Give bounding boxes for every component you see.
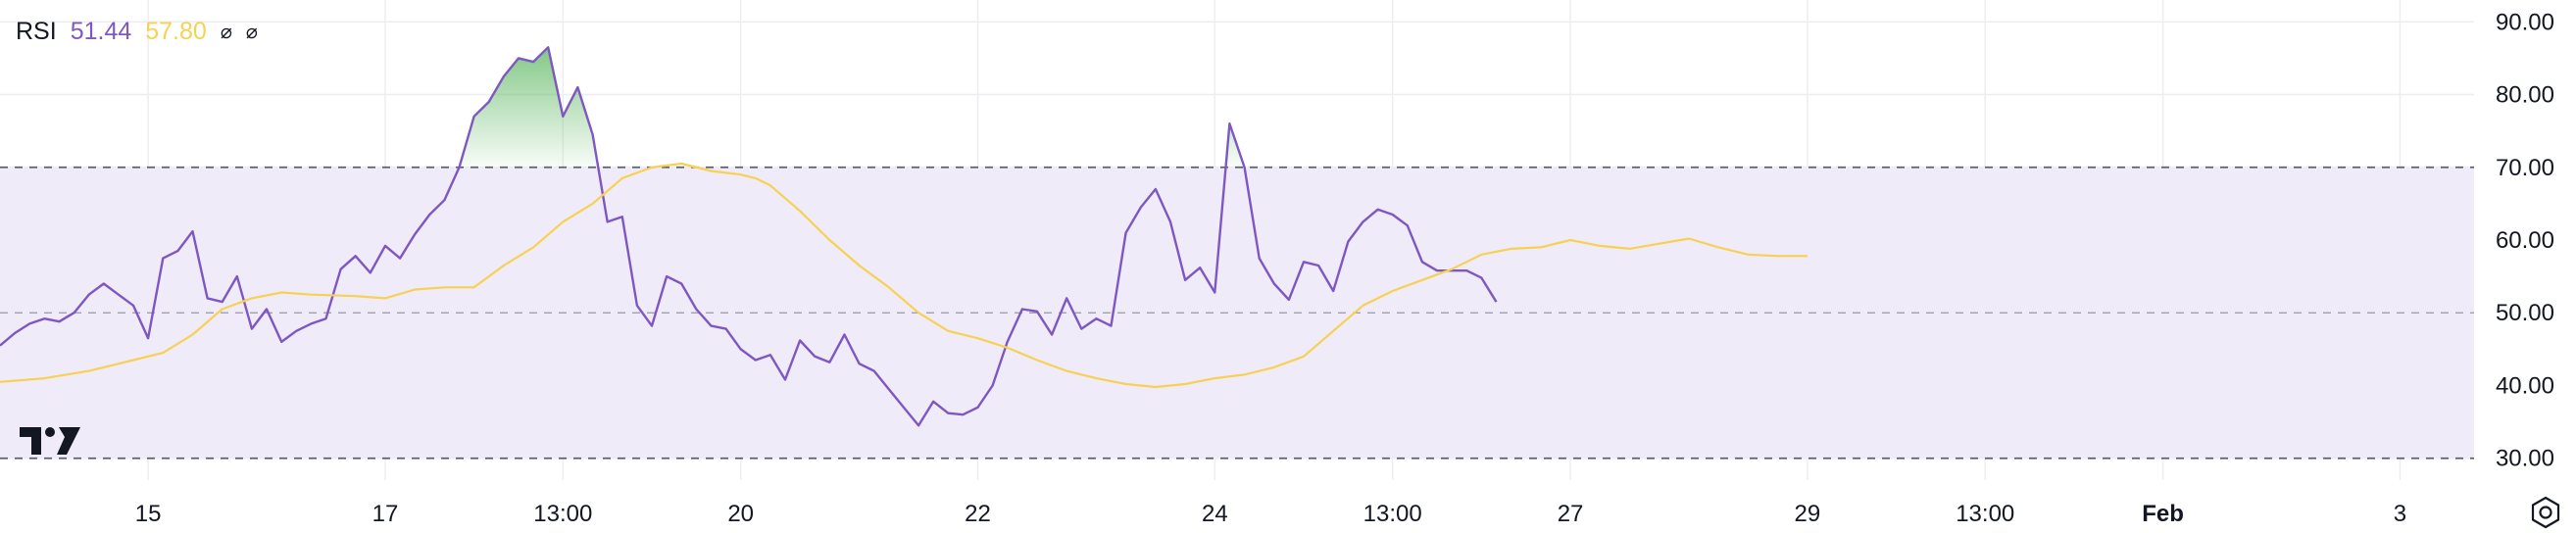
y-tick-label: 40.00 [2496,372,2554,399]
y-tick-label: 50.00 [2496,300,2554,326]
x-tick-label: 24 [1202,501,1228,527]
x-tick-label: 27 [1558,501,1584,527]
x-tick-label: 3 [2394,501,2406,527]
rsi-value: 51.44 [70,17,132,45]
x-tick-label: 13:00 [533,501,592,527]
y-tick-label: 80.00 [2496,82,2554,109]
y-tick-label: 90.00 [2496,9,2554,35]
x-tick-label: 20 [727,501,754,527]
rsi-ma-value: 57.80 [145,17,207,45]
y-tick-label: 70.00 [2496,155,2554,181]
tradingview-logo-icon[interactable] [20,423,82,459]
empty-value-symbol-2: ⌀ [245,21,258,43]
x-tick-label: 17 [372,501,399,527]
x-tick-label: 29 [1795,501,1821,527]
empty-value-symbol-1: ⌀ [220,21,232,43]
indicator-legend: RSI 51.44 57.80 ⌀ ⌀ [16,14,258,49]
rsi-line [0,46,1498,427]
x-tick-label: 13:00 [1363,501,1422,527]
settings-gear-icon[interactable] [2529,496,2562,529]
indicator-name[interactable]: RSI [16,17,57,45]
y-tick-label: 60.00 [2496,227,2554,254]
x-tick-label: 15 [135,501,162,527]
x-tick-label: 13:00 [1956,501,2014,527]
overbought-fill-0 [459,47,599,168]
x-tick-label: 22 [965,501,991,527]
rsi-ma-line [0,162,1808,389]
x-tick-label: Feb [2142,501,2184,527]
y-tick-label: 30.00 [2496,446,2554,472]
